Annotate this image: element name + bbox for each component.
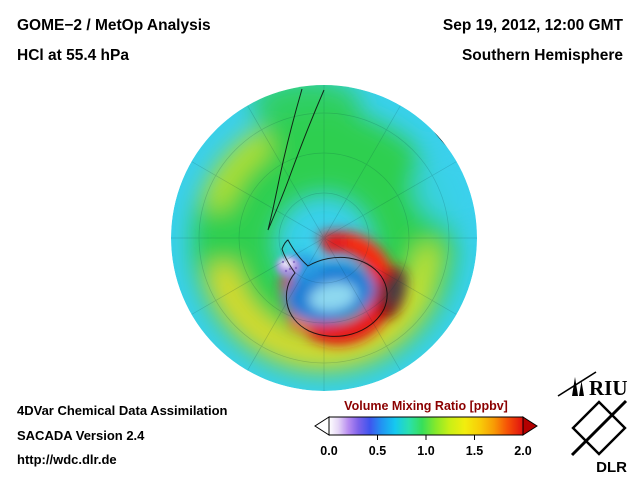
colorbar-right-arrow: [522, 416, 538, 436]
riu-wordmark: RIU: [589, 376, 628, 400]
colorbar: 0.0 0.5 1.0 1.5 2.0: [314, 416, 538, 458]
max-hcl-patch: [385, 273, 403, 307]
colorbar-ticks: [377, 435, 475, 440]
riu-diagonal-line: [557, 371, 597, 397]
figure-date-block: Sep 19, 2012, 12:00 GMT Southern Hemisph…: [443, 11, 623, 71]
colorbar-left-arrow: [314, 416, 330, 436]
assimilation-label: 4DVar Chemical Data Assimilation: [17, 403, 228, 418]
tick-label-3: 1.5: [466, 444, 483, 458]
product-title: GOME−2 / MetOp Analysis: [17, 17, 211, 34]
tick-label-4: 2.0: [514, 444, 531, 458]
colorbar-block: Volume Mixing Ratio [ppbv]: [312, 399, 540, 465]
colorbar-gradient: [328, 416, 524, 436]
dlr-slash-icon: [570, 399, 628, 457]
stipple-dots: [281, 260, 298, 273]
credits-block: 4DVar Chemical Data Assimilation SACADA …: [17, 399, 228, 473]
tick-label-1: 0.5: [369, 444, 386, 458]
url-label: http://wdc.dlr.de: [17, 452, 117, 467]
south-america-coastline: [267, 88, 325, 231]
dlr-logo: DLR: [566, 398, 632, 480]
dlr-logo-graphic: DLR: [570, 399, 628, 476]
figure-title-block: GOME−2 / MetOp Analysis HCl at 55.4 hPa: [17, 11, 211, 71]
species-level-label: HCl at 55.4 hPa: [17, 47, 129, 64]
graticule: [171, 85, 477, 391]
datetime-label: Sep 19, 2012, 12:00 GMT: [442, 17, 623, 34]
riu-logo: RIU: [556, 368, 636, 405]
tick-label-0: 0.0: [320, 444, 337, 458]
tick-label-2: 1.0: [417, 444, 434, 458]
colorbar-title: Volume Mixing Ratio [ppbv]: [344, 399, 508, 413]
dlr-wordmark: DLR: [596, 459, 627, 476]
version-label: SACADA Version 2.4: [17, 427, 145, 443]
hemisphere-label: Southern Hemisphere: [461, 47, 623, 64]
riu-logo-graphic: RIU: [557, 371, 628, 400]
antarctica-outline: [281, 239, 388, 337]
dlr-diamond-icon: [571, 400, 627, 456]
cathedral-icon: [572, 377, 584, 396]
